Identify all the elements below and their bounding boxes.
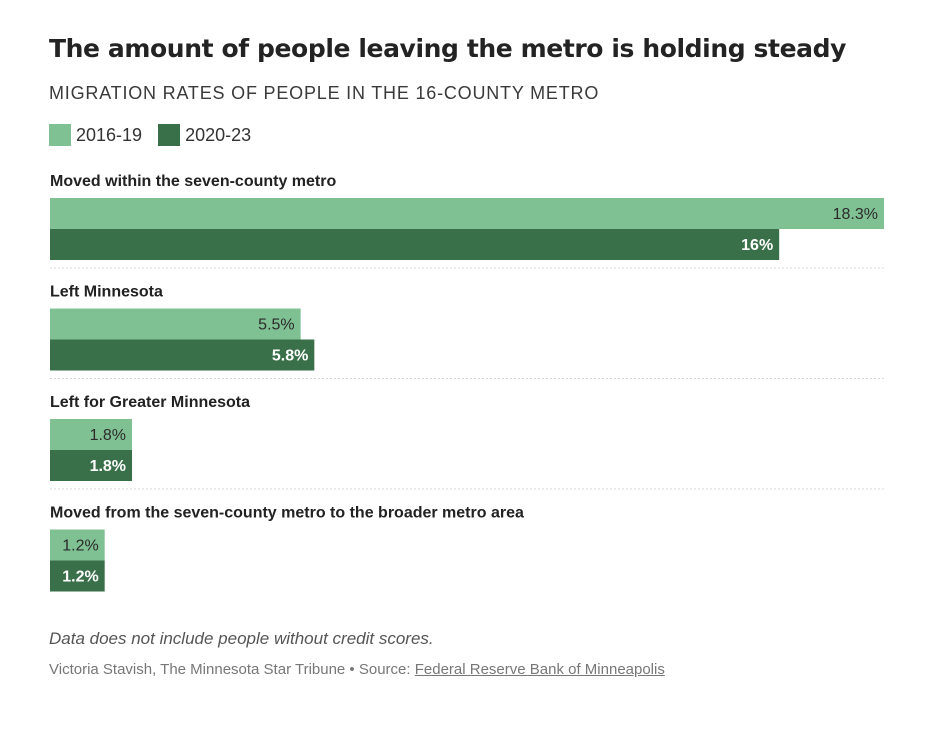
credit-line: Victoria Stavish, The Minnesota Star Tri… (49, 661, 665, 678)
legend-swatch-2020-23 (158, 124, 181, 146)
bar-value-label: 1.8% (90, 458, 126, 475)
category-label: Left Minnesota (50, 284, 163, 301)
category-label: Moved within the seven-county metro (50, 173, 336, 190)
bar (50, 560, 105, 592)
bar-value-label: 5.8% (272, 348, 308, 365)
bar (50, 198, 884, 229)
bar-value-label: 5.5% (258, 317, 294, 334)
footnote: Data does not include people without cre… (49, 629, 434, 648)
source-link[interactable]: Federal Reserve Bank of Minneapolis (414, 661, 665, 678)
category-label: Left for Greater Minnesota (50, 394, 250, 411)
bar-value-label: 16% (741, 237, 773, 254)
chart-title: The amount of people leaving the metro i… (49, 34, 846, 63)
bar (50, 339, 315, 371)
bar (50, 229, 780, 260)
bar-value-label: 1.8% (90, 427, 126, 444)
legend-label-2016-19: 2016-19 (76, 124, 143, 145)
bar-value-label: 1.2% (62, 538, 98, 555)
legend-item-2020-23: 2020-23 (158, 124, 251, 146)
legend-label-2020-23: 2020-23 (185, 124, 252, 145)
legend-swatch-2016-19 (49, 124, 71, 146)
legend: 2016-19 2020-23 (49, 124, 267, 146)
bar (50, 419, 133, 450)
credit-text: Victoria Stavish, The Minnesota Star Tri… (49, 661, 415, 678)
bar (50, 529, 105, 561)
legend-item-2016-19: 2016-19 (49, 124, 142, 146)
bar-value-label: 1.2% (62, 569, 98, 586)
bar (50, 308, 301, 340)
bar (50, 450, 133, 481)
category-label: Moved from the seven-county metro to the… (50, 505, 524, 522)
bar-value-label: 18.3% (833, 206, 878, 223)
chart-subtitle: MIGRATION RATES OF PEOPLE IN THE 16-COUN… (49, 83, 600, 103)
